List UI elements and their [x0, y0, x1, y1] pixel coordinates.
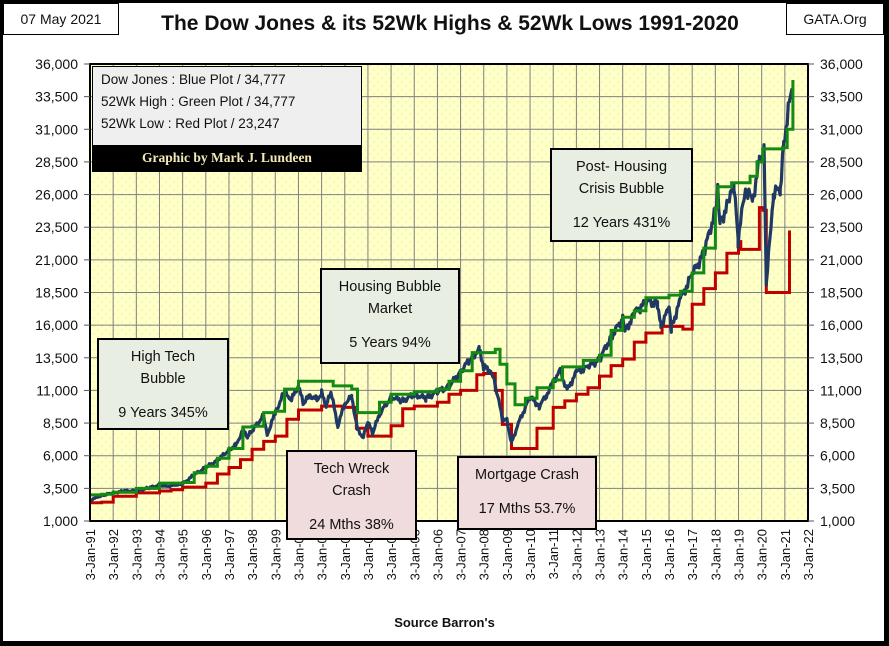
- y-tick-label: 23,500: [35, 219, 78, 235]
- x-tick-label: 3-Jan-14: [616, 529, 631, 580]
- x-tick-label: 3-Jan-19: [732, 529, 747, 580]
- x-tick-label: 3-Jan-97: [222, 529, 237, 580]
- x-tick-label: 3-Jan-08: [477, 529, 492, 580]
- y-tick-label: 3,500: [820, 480, 855, 496]
- y-tick-label: 6,000: [43, 448, 78, 464]
- legend-dow: Dow Jones : Blue Plot / 34,777: [101, 72, 286, 87]
- y-tick-label: 13,500: [35, 350, 78, 366]
- x-tick-label: 3-Jan-22: [801, 529, 816, 580]
- annotation-line: High Tech: [130, 349, 196, 365]
- chart-title: The Dow Jones & its 52Wk Highs & 52Wk Lo…: [161, 12, 739, 35]
- series-52wk-high-line: [90, 80, 795, 497]
- credit-label: Graphic by Mark J. Lundeen: [93, 145, 361, 171]
- legend-high: 52Wk High : Green Plot / 34,777: [101, 94, 296, 109]
- x-tick-label: 3-Jan-98: [245, 529, 260, 580]
- x-tick-label: 3-Jan-99: [268, 529, 283, 580]
- y-tick-label: 18,500: [35, 285, 78, 301]
- y-tick-label: 28,500: [820, 154, 863, 170]
- annotation-mortgage-crash: Mortgage Crash 17 Mths 53.7%: [457, 456, 597, 530]
- x-tick-label: 3-Jan-10: [523, 529, 538, 580]
- y-tick-label: 13,500: [820, 350, 863, 366]
- x-tick-label: 3-Jan-93: [129, 529, 144, 580]
- y-tick-label: 3,500: [43, 480, 78, 496]
- y-tick-label: 31,000: [35, 121, 78, 137]
- x-tick-label: 3-Jan-01: [315, 529, 330, 580]
- y-tick-label: 8,500: [43, 415, 78, 431]
- x-tick-label: 3-Jan-11: [546, 529, 561, 579]
- x-tick-label: 3-Jan-02: [338, 529, 353, 580]
- x-tick-label: 3-Jan-94: [152, 529, 167, 580]
- y-tick-label: 28,500: [35, 154, 78, 170]
- annotation-line: Tech Wreck: [313, 461, 390, 477]
- annotation-tech-wreck: Tech Wreck Crash 24 Mths 38%: [286, 450, 417, 540]
- y-tick-label: 31,000: [820, 121, 863, 137]
- x-tick-label: 3-Jan-21: [778, 529, 793, 580]
- x-tick-label: 3-Jan-16: [662, 529, 677, 580]
- x-tick-label: 3-Jan-05: [407, 529, 422, 580]
- annotation-line: Market: [367, 301, 413, 317]
- y-tick-label: 21,000: [820, 252, 863, 268]
- x-tick-label: 3-Jan-91: [83, 529, 98, 580]
- x-tick-label: 3-Jan-04: [384, 529, 399, 580]
- x-tick-label: 3-Jan-06: [430, 529, 445, 580]
- source-label: Source Barron's: [394, 615, 495, 630]
- annotation-stat: 24 Mths 38%: [309, 517, 394, 533]
- annotation-stat: 9 Years 345%: [118, 405, 208, 421]
- annotation-line: Post- Housing: [575, 159, 668, 175]
- x-tick-label: 3-Jan-92: [106, 529, 121, 580]
- annotation-high-tech-bubble: High Tech Bubble 9 Years 345%: [97, 338, 229, 430]
- y-tick-label: 18,500: [820, 285, 863, 301]
- annotation-stat: 12 Years 431%: [572, 215, 671, 231]
- x-tick-label: 3-Jan-03: [361, 529, 376, 580]
- x-tick-label: 3-Jan-13: [593, 529, 608, 580]
- legend-low: 52Wk Low : Red Plot / 23,247: [101, 116, 280, 131]
- x-tick-label: 3-Jan-07: [454, 529, 469, 580]
- y-tick-label: 11,000: [820, 382, 862, 398]
- annotation-line: Crash: [332, 483, 371, 499]
- y-tick-label: 21,000: [35, 252, 78, 268]
- y-tick-label: 8,500: [820, 415, 855, 431]
- x-tick-label: 3-Jan-00: [291, 529, 306, 580]
- legend-box: Dow Jones : Blue Plot / 34,777 52Wk High…: [92, 66, 362, 172]
- x-tick-label: 3-Jan-18: [708, 529, 723, 580]
- y-axis-right: 1,000 3,500 6,000 8,500 11,000 13,500 16,000 18…: [808, 56, 863, 529]
- x-axis: 3-Jan-91 3-Jan-92 3-Jan-93 3-Jan-94 3-Jan-95…: [83, 529, 816, 580]
- series-52wk-low-line: [90, 206, 791, 505]
- site-label: GATA.Org: [786, 3, 884, 35]
- x-tick-label: 3-Jan-09: [500, 529, 515, 580]
- y-tick-label: 36,000: [35, 56, 78, 72]
- y-tick-label: 6,000: [820, 448, 855, 464]
- annotation-line: Crisis Bubble: [578, 181, 665, 197]
- y-tick-label: 16,000: [35, 317, 78, 333]
- y-tick-label: 23,500: [820, 219, 863, 235]
- y-tick-label: 1,000: [43, 513, 78, 529]
- y-tick-label: 16,000: [820, 317, 863, 333]
- y-axis-left: 1,000 3,500 6,000 8,500 11,000 13,500 16,000 18…: [35, 56, 90, 529]
- series-group: [89, 80, 795, 505]
- annotation-post-housing: Post- Housing Crisis Bubble 12 Years 431…: [550, 148, 693, 242]
- x-tick-label: 3-Jan-15: [639, 529, 654, 580]
- annotation-line: Housing Bubble: [338, 279, 442, 295]
- annotation-stat: 5 Years 94%: [349, 335, 431, 351]
- x-tick-label: 3-Jan-96: [199, 529, 214, 580]
- y-tick-label: 1,000: [820, 513, 855, 529]
- y-tick-label: 36,000: [820, 56, 863, 72]
- annotation-stat: 17 Mths 53.7%: [478, 501, 576, 517]
- annotation-line: Mortgage Crash: [475, 467, 579, 483]
- x-tick-label: 3-Jan-12: [569, 529, 584, 580]
- date-label: 07 May 2021: [3, 3, 119, 35]
- x-tick-label: 3-Jan-95: [176, 529, 191, 580]
- y-tick-label: 33,500: [820, 89, 863, 105]
- y-tick-label: 33,500: [35, 89, 78, 105]
- x-tick-label: 3-Jan-17: [685, 529, 700, 580]
- y-tick-label: 11,000: [36, 382, 78, 398]
- annotation-line: Bubble: [140, 371, 186, 387]
- y-tick-label: 26,000: [820, 187, 863, 203]
- y-tick-label: 26,000: [35, 187, 78, 203]
- annotation-housing-bubble: Housing Bubble Market 5 Years 94%: [320, 268, 460, 364]
- x-tick-label: 3-Jan-20: [755, 529, 770, 580]
